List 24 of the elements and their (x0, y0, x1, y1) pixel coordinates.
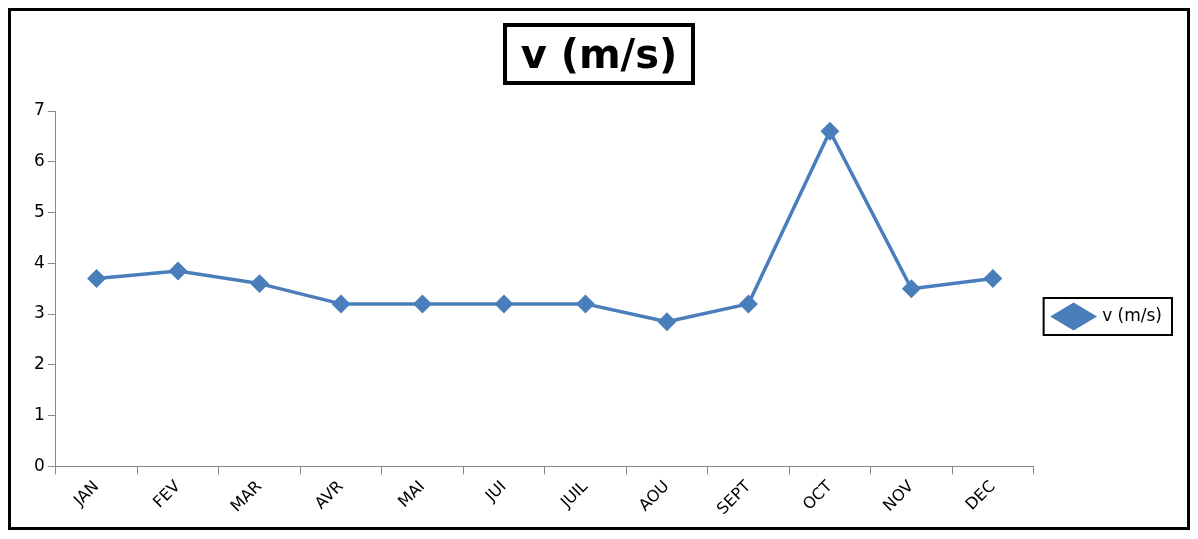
y-tick-label: 3 (33, 302, 45, 323)
point (658, 312, 676, 331)
y-tick-label: 0 (33, 454, 45, 475)
point (413, 295, 432, 313)
point (169, 262, 187, 280)
point (821, 122, 839, 141)
y-tick-label: 6 (33, 150, 45, 171)
x-tick-label: MAI (393, 476, 429, 511)
point (250, 274, 269, 293)
y-tick-label: 1 (33, 404, 45, 425)
point (332, 295, 350, 313)
legend-label: v (m/s) (1102, 304, 1162, 325)
point (984, 269, 1002, 288)
point (739, 295, 758, 313)
y-tick-label: 7 (33, 99, 45, 120)
y-tick-label: 2 (33, 353, 45, 374)
point (495, 295, 513, 313)
y-tick-label: 4 (33, 251, 45, 272)
point (87, 269, 106, 288)
point (902, 279, 921, 298)
y-tick-label: 5 (33, 200, 45, 221)
x-tick-label: JUI (480, 476, 510, 506)
point (576, 295, 595, 313)
chart-title: v (m/s) (502, 23, 696, 85)
